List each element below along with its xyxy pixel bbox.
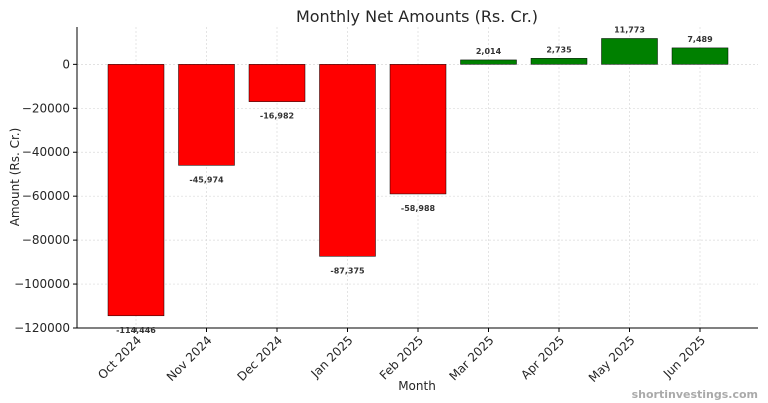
data-label: 2,014 bbox=[476, 47, 502, 56]
y-tick-label: 0 bbox=[62, 57, 70, 71]
bar bbox=[601, 38, 658, 65]
x-tick-label: Feb 2025 bbox=[377, 333, 426, 382]
watermark: shortinvestings.com bbox=[632, 388, 758, 401]
y-tick-label: −40000 bbox=[22, 145, 70, 159]
x-tick-label: May 2025 bbox=[586, 333, 638, 385]
bar-layer bbox=[107, 38, 729, 317]
y-tick-label: −120000 bbox=[14, 321, 70, 335]
y-axis-label: Amount (Rs. Cr.) bbox=[8, 128, 22, 227]
y-ticks: 0 −20000 −40000 −60000 −80000 −100000 −120000 bbox=[14, 57, 77, 335]
bar bbox=[671, 47, 729, 65]
chart-title: Monthly Net Amounts (Rs. Cr.) bbox=[296, 7, 538, 26]
bar bbox=[460, 59, 517, 65]
bar bbox=[389, 64, 447, 195]
x-tick-label: Apr 2025 bbox=[518, 333, 567, 382]
x-axis-label: Month bbox=[398, 379, 436, 393]
data-label: -58,988 bbox=[401, 204, 436, 213]
x-tick-label: Jan 2025 bbox=[308, 333, 356, 381]
data-label: -16,982 bbox=[260, 112, 294, 121]
x-tick-label: Mar 2025 bbox=[446, 333, 496, 383]
bar bbox=[248, 64, 306, 102]
x-tick-label: Oct 2024 bbox=[95, 333, 144, 382]
y-tick-label: −80000 bbox=[22, 233, 70, 247]
data-label: -114,446 bbox=[116, 326, 156, 335]
x-tick-label: Nov 2024 bbox=[164, 333, 215, 384]
data-label: -87,375 bbox=[330, 266, 365, 275]
x-tick-label: Dec 2024 bbox=[235, 333, 286, 384]
bar bbox=[107, 64, 165, 317]
x-tick-label: Jun 2025 bbox=[660, 333, 708, 381]
y-tick-label: −60000 bbox=[22, 189, 70, 203]
data-labels: -114,446 -45,974 -16,982 -87,375 -58,988 2,01… bbox=[116, 25, 713, 334]
data-label: -45,974 bbox=[189, 175, 224, 184]
data-label: 7,489 bbox=[687, 35, 713, 44]
data-label: 11,773 bbox=[614, 25, 645, 34]
data-label: 2,735 bbox=[546, 45, 572, 54]
bar bbox=[178, 64, 235, 166]
bar bbox=[530, 58, 588, 65]
bar bbox=[319, 64, 376, 257]
y-tick-label: −100000 bbox=[14, 277, 70, 291]
y-tick-label: −20000 bbox=[22, 101, 70, 115]
x-ticks: Oct 2024 Nov 2024 Dec 2024 Jan 2025 Feb 2025… bbox=[95, 328, 708, 385]
